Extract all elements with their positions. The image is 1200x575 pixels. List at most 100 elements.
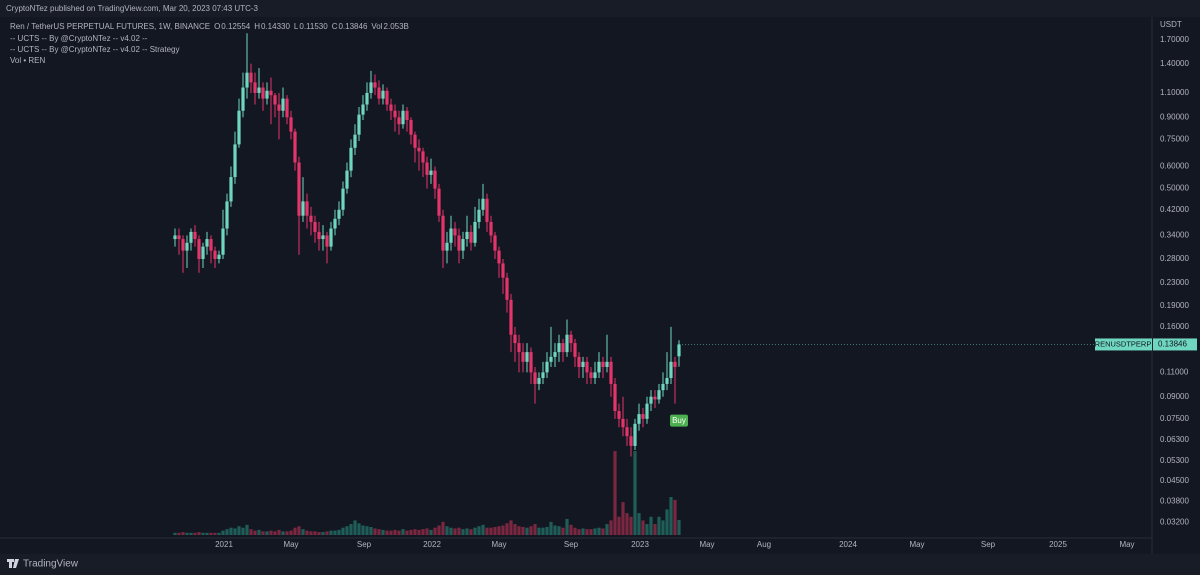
candle-body — [417, 147, 421, 152]
volume-bar — [541, 527, 545, 535]
volume-bar — [253, 530, 257, 535]
volume-bar — [353, 520, 357, 535]
volume-bar — [621, 502, 625, 535]
volume-bar — [485, 527, 489, 535]
candle-body — [221, 228, 225, 255]
volume-bar — [409, 529, 413, 535]
candle-body — [177, 235, 181, 240]
y-tick-label: 0.28000 — [1160, 254, 1189, 263]
candle-body — [425, 162, 429, 175]
volume-bar — [553, 525, 557, 535]
volume-bar — [449, 527, 453, 535]
candle-body — [485, 198, 489, 222]
y-tick-label: 0.03200 — [1160, 517, 1189, 526]
candle-body — [569, 334, 573, 344]
candle-body — [205, 239, 209, 247]
y-tick-label: 0.60000 — [1160, 162, 1189, 171]
volume-bar — [225, 529, 229, 535]
volume-bar — [565, 518, 569, 535]
candle-body — [437, 188, 441, 216]
volume-bar — [505, 523, 509, 535]
candle-body — [497, 250, 501, 264]
volume-bar — [201, 532, 205, 535]
candle-body — [605, 361, 609, 367]
top-bar — [0, 0, 1200, 17]
volume-bar — [329, 530, 333, 535]
volume-bar — [437, 525, 441, 535]
x-tick-label: 2024 — [839, 540, 857, 549]
candle-body — [337, 209, 341, 219]
volume-bar — [645, 524, 649, 535]
y-tick-label: 0.07500 — [1160, 414, 1189, 423]
candle-body — [609, 361, 613, 384]
candle-body — [465, 231, 469, 240]
volume-bar — [509, 520, 513, 535]
candle-body — [541, 372, 545, 379]
candle-body — [653, 396, 657, 400]
x-tick-label: Sep — [357, 540, 372, 549]
candle-body — [293, 131, 297, 163]
candle-body — [549, 356, 553, 362]
volume-bar — [489, 527, 493, 535]
volume-bar — [401, 529, 405, 535]
y-tick-label: 0.04500 — [1160, 476, 1189, 485]
volume-bar — [453, 528, 457, 535]
volume-bar — [221, 530, 225, 535]
candle-body — [253, 82, 257, 93]
candle-body — [617, 411, 621, 419]
volume-bar — [673, 499, 677, 535]
annotation-box — [670, 414, 688, 427]
candle-body — [237, 110, 241, 145]
volume-bar — [433, 527, 437, 535]
ohlc-value: 0.11530 — [299, 22, 328, 31]
candle-body — [597, 361, 601, 373]
volume-bar — [577, 529, 581, 535]
volume-bar — [497, 526, 501, 535]
volume-bar — [525, 527, 529, 535]
candle-body — [277, 104, 281, 111]
volume-bar — [249, 529, 253, 535]
volume-bar — [281, 531, 285, 535]
volume-bar — [285, 531, 289, 535]
volume-bar — [261, 531, 265, 535]
y-tick-label: 0.03800 — [1160, 496, 1189, 505]
volume-bar — [625, 513, 629, 535]
symbol-tag-box — [1095, 338, 1152, 351]
volume-bar — [173, 532, 177, 535]
volume-bar — [589, 529, 593, 535]
candle-body — [301, 201, 305, 216]
candle-body — [245, 72, 249, 88]
volume-bar — [341, 527, 345, 535]
volume-bar — [617, 516, 621, 535]
candle-body — [357, 114, 361, 135]
candle-body — [473, 221, 477, 243]
y-tick-label: 0.50000 — [1160, 184, 1189, 193]
volume-bar — [653, 524, 657, 535]
candle-body — [637, 414, 641, 424]
volume-bar — [481, 524, 485, 535]
candle-body — [449, 228, 453, 243]
candle-body — [305, 201, 309, 216]
candle-body — [457, 235, 461, 251]
volume-bar — [677, 520, 681, 535]
candle-body — [189, 231, 193, 243]
candle-body — [673, 361, 677, 367]
candle-body — [225, 201, 229, 229]
symbol-tag: RENUSDTPERP — [1095, 339, 1152, 348]
legend-symbol: Ren / TetherUS PERPETUAL FUTURES, 1W, BI… — [10, 22, 210, 31]
y-tick-label: 0.06300 — [1160, 435, 1189, 444]
candle-body — [377, 87, 381, 99]
ohlc-label: L — [294, 22, 299, 31]
ohlc-label: O — [214, 22, 220, 31]
price-tag-box — [1153, 338, 1197, 351]
volume-bar — [405, 530, 409, 535]
volume-bar — [429, 529, 433, 535]
candle-body — [577, 356, 581, 367]
y-tick-label: 0.11000 — [1160, 367, 1189, 376]
brand-name: TradingView — [23, 559, 79, 570]
candle-body — [429, 170, 433, 175]
candle-body — [493, 235, 497, 251]
volume-bar — [349, 524, 353, 535]
volume-bar — [569, 524, 573, 535]
volume-bar — [601, 528, 605, 535]
